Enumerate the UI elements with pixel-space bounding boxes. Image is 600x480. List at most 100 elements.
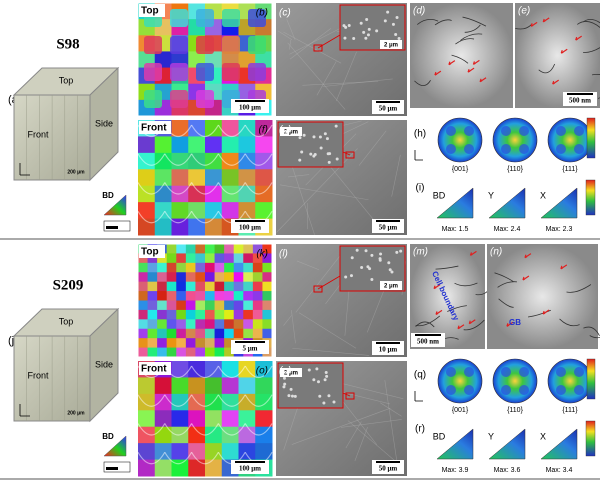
- grain: [157, 253, 168, 264]
- grain: [188, 443, 206, 461]
- grain: [138, 338, 149, 349]
- plane-label: {111}: [562, 407, 578, 414]
- grain: [252, 309, 263, 320]
- ipf-key: [103, 194, 127, 216]
- melt-pool: [164, 153, 193, 166]
- inset-texture: [344, 275, 348, 279]
- pole-spot: [501, 144, 511, 154]
- grain: [224, 262, 235, 273]
- annotation: GB: [509, 318, 521, 327]
- cell: [248, 63, 266, 81]
- plane-label: {001}: [452, 407, 469, 414]
- grain: [188, 361, 206, 378]
- grain: [205, 361, 223, 378]
- inset-texture: [290, 394, 294, 398]
- grain: [221, 361, 239, 378]
- inset-texture: [335, 157, 339, 161]
- pole-spot: [519, 367, 529, 377]
- grain: [205, 202, 223, 220]
- dislocation: [591, 73, 600, 76]
- melt-pool: [137, 153, 166, 166]
- scale-box: [380, 40, 402, 49]
- grain: [252, 319, 263, 330]
- pole-spot: [574, 126, 584, 136]
- grain: [205, 169, 223, 187]
- grain: [171, 136, 189, 154]
- melt-pool: [191, 124, 219, 138]
- grain: [188, 202, 206, 220]
- grain: [243, 319, 254, 330]
- grain: [157, 328, 168, 339]
- inset-texture: [312, 378, 316, 382]
- arrow: [560, 264, 568, 270]
- grain: [252, 281, 263, 292]
- grain: [157, 291, 168, 301]
- grain: [221, 120, 239, 137]
- dislocation: [455, 38, 475, 45]
- inset-texture: [325, 374, 329, 378]
- grain: [154, 443, 172, 461]
- inset-scale: 2 μm: [384, 284, 398, 290]
- grain: [205, 377, 223, 395]
- sem-texture: [354, 427, 368, 462]
- inset-texture: [397, 37, 401, 41]
- grain: [138, 291, 149, 301]
- inset-texture: [315, 367, 319, 371]
- grain: [195, 347, 206, 358]
- pole-spot: [574, 367, 584, 377]
- inset-texture: [347, 24, 351, 28]
- melt-pool: [137, 451, 166, 465]
- plane-label: {001}: [452, 166, 469, 173]
- grain: [221, 152, 239, 170]
- inset-texture: [352, 36, 356, 40]
- grain: [157, 347, 168, 358]
- inset-texture: [312, 154, 316, 158]
- inset-texture: [395, 250, 399, 254]
- grain: [224, 319, 235, 330]
- inset-texture: [375, 29, 379, 33]
- pole-spot: [464, 385, 474, 395]
- grain: [138, 185, 156, 203]
- tem-image: [410, 3, 513, 108]
- cube-scale: 200 μm: [67, 410, 85, 416]
- sem-texture: [302, 81, 379, 86]
- grain: [147, 262, 158, 273]
- grain: [157, 319, 168, 330]
- zoom-box: [313, 285, 323, 293]
- sem-texture: [291, 310, 296, 344]
- grain: [138, 136, 156, 154]
- arrow: [457, 324, 465, 330]
- arrow: [575, 35, 583, 41]
- pole-spot: [446, 126, 456, 136]
- grain: [205, 443, 223, 461]
- cell: [248, 9, 266, 27]
- dislocation: [515, 24, 532, 30]
- ipf-direction: BD: [433, 431, 446, 441]
- pole-spot: [574, 385, 584, 395]
- grain: [221, 169, 239, 187]
- grain: [185, 328, 196, 339]
- cube-side-label: Side: [95, 359, 113, 369]
- grain: [166, 319, 177, 330]
- grain: [214, 328, 225, 339]
- inset-texture: [368, 267, 372, 271]
- grain: [224, 244, 235, 254]
- grain: [195, 262, 206, 273]
- inset-texture: [282, 385, 286, 389]
- grain: [171, 361, 189, 378]
- colorbar: [586, 358, 596, 400]
- grain: [154, 202, 172, 220]
- inset-texture: [322, 401, 326, 405]
- view-label: Top: [141, 247, 159, 258]
- grain: [214, 253, 225, 264]
- inset-texture: [383, 19, 387, 23]
- grain: [176, 319, 187, 330]
- grain: [188, 169, 206, 187]
- sem-texture: [296, 260, 320, 271]
- panel-label: (m): [413, 247, 428, 258]
- inset-texture: [319, 146, 323, 150]
- scale-label: 50 μm: [379, 224, 398, 232]
- sem-texture: [292, 347, 370, 356]
- grain: [171, 443, 189, 461]
- grain: [166, 328, 177, 339]
